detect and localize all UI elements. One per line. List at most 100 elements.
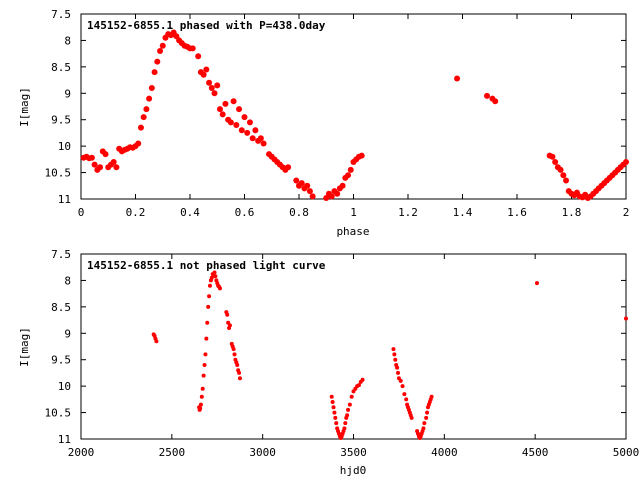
unphased-y-tick-label: 7.5 (51, 248, 71, 261)
phased-data-point (334, 190, 341, 197)
phased-data-point (257, 135, 264, 142)
unphased-data-point (201, 373, 206, 378)
phased-data-point (328, 193, 335, 200)
unphased-data-point (237, 370, 242, 375)
unphased-data-point (227, 323, 232, 328)
phased-x-tick-label: 1 (350, 206, 357, 219)
unphased-y-tick-label: 9 (64, 327, 71, 340)
unphased-data-point (391, 347, 396, 352)
unphased-data-point (343, 421, 348, 426)
phased-data-point (148, 85, 155, 91)
phased-data-point (484, 92, 491, 99)
phased-data-point (285, 164, 292, 171)
phased-x-tick-label: 0.8 (289, 206, 309, 219)
unphased-data-point (231, 347, 236, 352)
phased-data-point (623, 159, 629, 165)
phased-y-tick-label: 7.5 (51, 8, 71, 21)
phased-data-point (113, 164, 120, 171)
phased-y-tick-label: 8.5 (51, 61, 71, 74)
phased-data-point (137, 124, 144, 131)
unphased-data-point (332, 410, 337, 415)
phased-data-point (200, 71, 207, 78)
phased-data-point (146, 95, 153, 102)
phased-data-point (143, 106, 150, 113)
unphased-x-tick-label: 2500 (159, 446, 186, 459)
phased-x-tick-label: 1.4 (453, 206, 473, 219)
phased-data-point (552, 159, 559, 165)
unphased-x-tick-label: 3000 (249, 446, 276, 459)
unphased-y-tick-label: 11 (58, 433, 71, 446)
unphased-data-point (205, 320, 210, 325)
phased-y-tick-label: 10 (58, 140, 71, 153)
phased-x-tick-label: 2 (623, 206, 630, 219)
phased-data-point (241, 114, 248, 121)
unphased-data-point (232, 352, 237, 357)
phased-y-tick-label: 9 (64, 87, 71, 100)
phased-data-point (260, 140, 267, 147)
unphased-data-point (333, 415, 338, 420)
unphased-data-point (206, 304, 211, 309)
phased-data-point (236, 106, 243, 113)
unphased-x-tick-label: 4000 (431, 446, 458, 459)
phased-x-tick-label: 0.2 (126, 206, 146, 219)
phased-x-tick-label: 0.6 (235, 206, 255, 219)
phased-data-point (249, 135, 256, 142)
phased-data-point (298, 180, 305, 187)
unphased-data-point (202, 363, 207, 367)
phased-x-tick-label: 0.4 (180, 206, 200, 219)
unphased-data-point (329, 394, 334, 399)
unphased-data-point (207, 283, 212, 288)
phased-data-point (102, 151, 109, 158)
unphased-y-tick-label: 9.5 (51, 354, 71, 367)
unphased-x-tick-label: 4500 (522, 446, 549, 459)
unphased-x-tick-label: 3500 (340, 446, 367, 459)
phased-data-point (454, 75, 461, 82)
phased-chart-title: 145152-6855.1 phased with P=438.0day (87, 19, 326, 32)
unphased-data-point (409, 415, 414, 420)
unphased-chart: 145152-6855.1 not phased light curve hjd… (18, 248, 639, 477)
phased-x-ticks: 0 0.2 0.4 0.6 0.8 1 1.2 1.4 1.6 1.8 2 (78, 14, 630, 219)
unphased-data-point (154, 339, 159, 344)
phased-x-tick-label: 0 (78, 206, 85, 219)
phased-data-point (246, 119, 253, 126)
unphased-x-axis-label: hjd0 (340, 464, 367, 477)
unphased-y-tick-label: 10 (58, 380, 71, 393)
phased-data-point (206, 79, 213, 86)
unphased-data-point (225, 312, 230, 317)
phased-x-tick-label: 1.8 (562, 206, 582, 219)
unphased-data-point (207, 294, 212, 299)
phased-data-point (154, 58, 161, 65)
unphased-data-point (422, 421, 427, 426)
phased-data-point (216, 106, 223, 113)
phased-data-point (244, 129, 251, 136)
phased-y-tick-label: 10.5 (45, 167, 72, 180)
phased-data-point (214, 82, 221, 89)
unphased-data-points (151, 270, 628, 440)
phased-data-point (135, 140, 142, 147)
unphased-y-tick-label: 8.5 (51, 301, 71, 314)
phased-data-point (159, 42, 166, 49)
unphased-data-point (429, 394, 434, 399)
unphased-data-point (347, 402, 352, 407)
phased-data-point (238, 127, 245, 134)
phased-chart: 145152-6855.1 phased with P=438.0day pha… (18, 8, 629, 238)
unphased-x-tick-label: 5000 (613, 446, 640, 459)
phased-data-point (252, 127, 259, 134)
phased-plot-frame (80, 13, 627, 200)
unphased-data-point (534, 281, 539, 286)
unphased-data-point (624, 316, 628, 321)
unphased-data-point (213, 274, 218, 279)
unphased-plot-frame (80, 253, 627, 440)
unphased-data-point (393, 357, 398, 362)
phased-data-point (309, 193, 316, 200)
unphased-data-point (199, 394, 204, 399)
phased-data-point (110, 159, 117, 165)
unphased-data-point (331, 405, 336, 410)
phased-data-point (97, 164, 104, 171)
unphased-x-ticks: 2000 2500 3000 3500 4000 4500 5000 (68, 254, 640, 459)
unphased-data-point (334, 421, 339, 426)
phased-data-point (151, 69, 158, 76)
phased-data-point (157, 48, 164, 54)
unphased-y-tick-label: 10.5 (45, 407, 72, 420)
